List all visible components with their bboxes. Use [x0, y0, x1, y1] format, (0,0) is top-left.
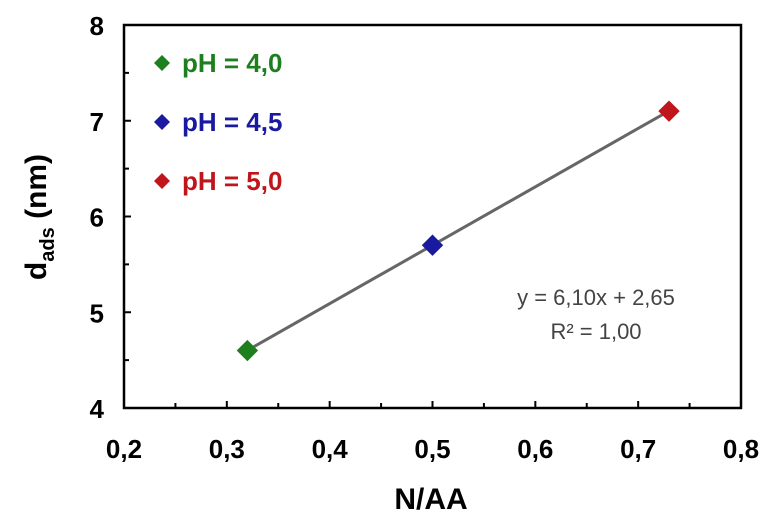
trendline-equation: y = 6,10x + 2,65: [517, 285, 675, 310]
y-axis-title-main: d: [20, 262, 53, 280]
x-tick-label: 0,7: [620, 434, 656, 464]
legend-marker: [154, 114, 170, 130]
x-tick-label: 0,8: [723, 434, 759, 464]
y-tick-label: 8: [90, 11, 104, 41]
trendline: [246, 109, 670, 352]
plot-area: [122, 23, 743, 410]
y-axis-title: dads (nm): [20, 154, 59, 280]
y-tick-label: 6: [90, 203, 104, 233]
legend-label: pH = 4,0: [182, 48, 282, 78]
trendline-group: [246, 109, 670, 352]
x-axis-ticks: 0,2 0,3 0,4 0,5 0,6 0,7 0,8: [106, 401, 759, 464]
y-axis-title-sub: ads: [37, 227, 59, 261]
data-point: [421, 234, 444, 256]
legend-marker: [154, 55, 170, 71]
x-tick-label: 0,4: [312, 434, 349, 464]
legend-marker: [154, 173, 170, 189]
legend: pH = 4,0 pH = 4,5 pH = 5,0: [154, 48, 282, 196]
y-axis-ticks: 4 5 6 7 8: [90, 11, 131, 424]
data-point: [236, 339, 259, 362]
trendline-r2: R² = 1,00: [550, 319, 641, 344]
x-tick-label: 0,2: [106, 434, 142, 464]
x-tick-label: 0,6: [517, 434, 553, 464]
legend-label: pH = 5,0: [182, 166, 282, 196]
y-tick-label: 7: [90, 107, 104, 137]
legend-label: pH = 4,5: [182, 107, 282, 137]
x-tick-label: 0,3: [209, 434, 245, 464]
data-points: [236, 100, 680, 362]
x-axis-title: N/AA: [394, 483, 467, 516]
y-tick-label: 5: [90, 298, 104, 328]
plot-frame: [122, 23, 743, 410]
y-axis-title-unit: (nm): [20, 154, 53, 227]
x-tick-label: 0,5: [414, 434, 450, 464]
y-tick-label: 4: [90, 394, 105, 424]
data-point: [658, 100, 680, 122]
